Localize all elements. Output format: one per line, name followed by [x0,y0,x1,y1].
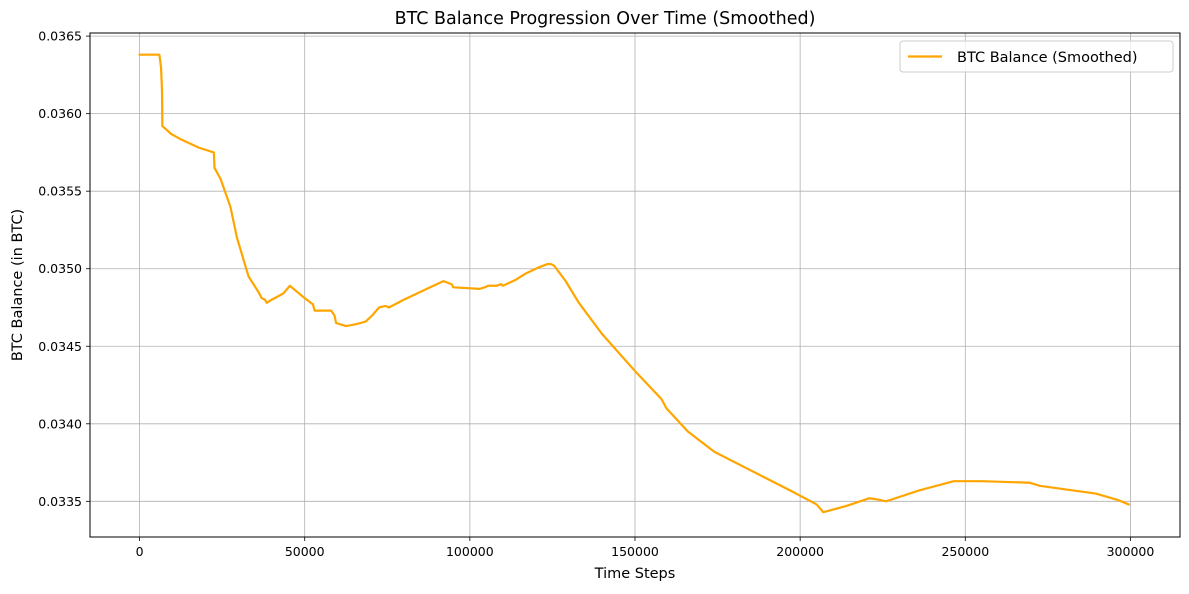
y-tick-label: 0.0350 [38,261,82,276]
legend-label: BTC Balance (Smoothed) [957,50,1138,66]
y-tick-label: 0.0340 [38,416,82,431]
y-tick-label: 0.0360 [38,106,82,121]
x-axis-label: Time Steps [594,566,676,582]
x-tick-label: 150000 [611,544,659,559]
series-line-0 [140,55,1129,512]
x-tick-label: 0 [136,544,144,559]
axis-ticks: 0 50000 100000 150000 200000 250000 300000 0.03… [38,29,1154,559]
y-tick-label: 0.0355 [38,184,82,199]
x-tick-label: 200000 [776,544,824,559]
y-tick-label: 0.0365 [38,29,82,44]
x-tick-label: 100000 [446,544,494,559]
legend: BTC Balance (Smoothed) [900,41,1173,72]
chart-title: BTC Balance Progression Over Time (Smoot… [395,9,816,29]
y-tick-label: 0.0335 [38,494,82,509]
y-axis-label: BTC Balance (in BTC) [10,209,26,361]
series-layer [140,55,1129,512]
x-tick-label: 250000 [941,544,989,559]
x-tick-label: 50000 [285,544,325,559]
x-tick-label: 300000 [1107,544,1155,559]
y-tick-label: 0.0345 [38,339,82,354]
